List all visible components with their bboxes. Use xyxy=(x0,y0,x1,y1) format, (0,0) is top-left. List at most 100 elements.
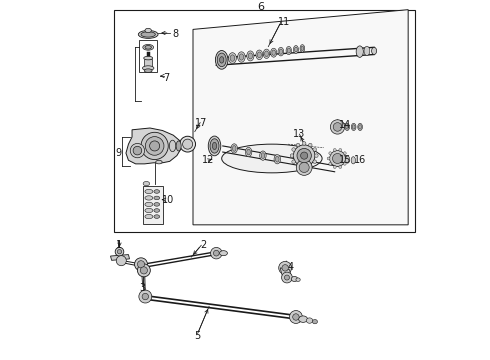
Bar xyxy=(114,10,416,232)
Circle shape xyxy=(117,249,122,254)
Circle shape xyxy=(300,152,308,159)
Circle shape xyxy=(343,152,346,155)
Ellipse shape xyxy=(294,45,298,53)
Ellipse shape xyxy=(260,151,266,160)
Polygon shape xyxy=(111,255,129,260)
Circle shape xyxy=(292,160,295,163)
Circle shape xyxy=(333,166,336,168)
Circle shape xyxy=(146,136,164,155)
Circle shape xyxy=(327,157,330,160)
Ellipse shape xyxy=(301,46,304,51)
Text: 2: 2 xyxy=(200,239,207,249)
Circle shape xyxy=(333,149,336,152)
Ellipse shape xyxy=(275,156,279,162)
Text: 11: 11 xyxy=(278,17,291,27)
Ellipse shape xyxy=(287,48,291,53)
Circle shape xyxy=(296,165,300,168)
Ellipse shape xyxy=(358,123,363,131)
Bar xyxy=(144,59,152,67)
Ellipse shape xyxy=(141,32,155,37)
Circle shape xyxy=(297,148,311,163)
Ellipse shape xyxy=(279,49,283,54)
Ellipse shape xyxy=(208,136,221,156)
Ellipse shape xyxy=(212,142,217,149)
Text: 13: 13 xyxy=(294,129,306,139)
Ellipse shape xyxy=(154,196,160,200)
Bar xyxy=(139,40,157,72)
Ellipse shape xyxy=(245,147,252,157)
Circle shape xyxy=(329,162,332,165)
Text: 6: 6 xyxy=(258,2,265,12)
Circle shape xyxy=(149,141,160,151)
Text: 1: 1 xyxy=(117,240,122,250)
Ellipse shape xyxy=(145,189,153,194)
Polygon shape xyxy=(126,128,181,164)
Ellipse shape xyxy=(230,55,235,61)
Ellipse shape xyxy=(351,123,356,131)
Polygon shape xyxy=(193,10,408,225)
Ellipse shape xyxy=(143,181,149,186)
Text: 10: 10 xyxy=(162,195,174,205)
Circle shape xyxy=(330,120,344,134)
Ellipse shape xyxy=(272,50,275,55)
Ellipse shape xyxy=(210,139,219,153)
Ellipse shape xyxy=(143,66,154,71)
Circle shape xyxy=(330,150,345,166)
Ellipse shape xyxy=(291,276,298,282)
Bar xyxy=(143,186,163,224)
Ellipse shape xyxy=(345,123,349,131)
Circle shape xyxy=(313,160,317,163)
Ellipse shape xyxy=(176,141,181,151)
Circle shape xyxy=(180,136,196,152)
Circle shape xyxy=(214,250,219,256)
Text: 3: 3 xyxy=(140,283,146,293)
Circle shape xyxy=(137,264,150,277)
Ellipse shape xyxy=(145,28,151,33)
Ellipse shape xyxy=(247,149,250,155)
Ellipse shape xyxy=(221,144,322,173)
Circle shape xyxy=(141,132,168,159)
Ellipse shape xyxy=(352,125,355,129)
Ellipse shape xyxy=(261,153,265,158)
Ellipse shape xyxy=(263,49,270,58)
Ellipse shape xyxy=(256,50,263,60)
Ellipse shape xyxy=(296,278,300,282)
Text: 15: 15 xyxy=(339,155,351,165)
Circle shape xyxy=(115,247,124,256)
Text: 12: 12 xyxy=(202,155,215,165)
Text: 17: 17 xyxy=(195,118,207,128)
Ellipse shape xyxy=(145,196,153,200)
Circle shape xyxy=(211,247,222,259)
Ellipse shape xyxy=(145,215,153,219)
Ellipse shape xyxy=(298,316,308,322)
Ellipse shape xyxy=(220,57,224,63)
Circle shape xyxy=(339,149,342,152)
Ellipse shape xyxy=(300,45,305,52)
Ellipse shape xyxy=(351,157,355,164)
Circle shape xyxy=(339,166,342,168)
Text: 9: 9 xyxy=(116,148,122,158)
Text: 16: 16 xyxy=(354,155,366,165)
Ellipse shape xyxy=(278,47,284,56)
Ellipse shape xyxy=(144,56,153,60)
Ellipse shape xyxy=(247,51,254,61)
Ellipse shape xyxy=(270,48,277,57)
Circle shape xyxy=(282,272,293,283)
Circle shape xyxy=(290,154,294,157)
Ellipse shape xyxy=(143,44,153,50)
Text: 14: 14 xyxy=(339,121,351,130)
Ellipse shape xyxy=(371,47,377,54)
Polygon shape xyxy=(280,268,292,278)
Circle shape xyxy=(296,143,300,147)
Circle shape xyxy=(139,290,152,303)
Circle shape xyxy=(293,314,299,320)
Circle shape xyxy=(315,154,318,157)
Ellipse shape xyxy=(346,125,349,129)
Ellipse shape xyxy=(170,140,176,152)
Ellipse shape xyxy=(364,46,370,55)
Ellipse shape xyxy=(306,318,313,323)
Ellipse shape xyxy=(154,209,160,212)
Ellipse shape xyxy=(228,53,236,63)
Ellipse shape xyxy=(145,208,153,213)
Ellipse shape xyxy=(220,251,227,256)
